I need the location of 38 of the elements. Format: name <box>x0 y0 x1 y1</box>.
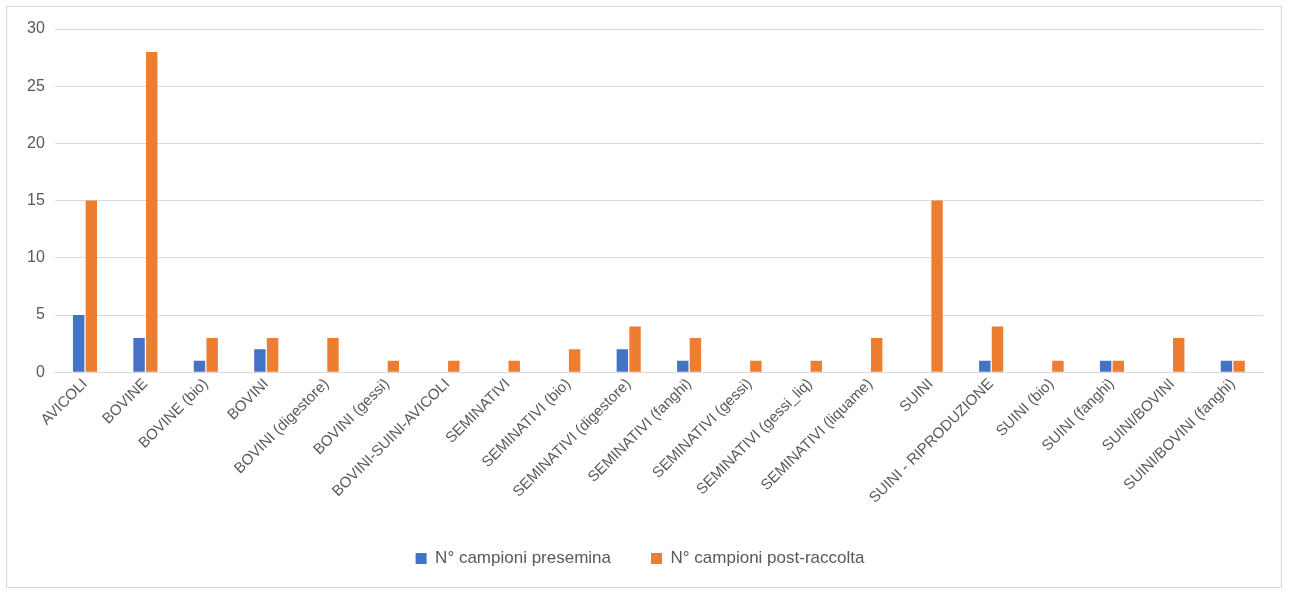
bar <box>133 337 145 372</box>
bar <box>677 360 689 372</box>
y-tick-label: 30 <box>27 19 45 37</box>
bar <box>1173 337 1185 372</box>
bar <box>750 360 762 372</box>
bar <box>931 200 943 372</box>
bar <box>979 360 991 372</box>
y-tick-label: 0 <box>35 362 45 380</box>
y-tick-label: 25 <box>27 76 45 94</box>
y-tick-label: 10 <box>27 248 45 266</box>
bar <box>1112 360 1125 372</box>
bar <box>85 200 98 372</box>
bar <box>1099 360 1112 372</box>
bar <box>448 360 460 372</box>
bar <box>193 360 206 372</box>
bar <box>1233 360 1245 372</box>
bar <box>254 349 266 372</box>
bar <box>991 326 1004 372</box>
y-tick-label: 20 <box>27 133 45 151</box>
y-tick-label: 15 <box>27 191 45 209</box>
bar <box>508 360 520 372</box>
bar <box>387 360 400 372</box>
bar <box>629 326 641 372</box>
bar <box>1052 360 1064 372</box>
bar <box>206 337 218 372</box>
bar <box>327 337 339 372</box>
bar <box>266 337 279 372</box>
bar <box>568 349 581 372</box>
bar <box>810 360 822 372</box>
bar <box>870 337 883 372</box>
bar <box>616 349 629 372</box>
bar <box>689 337 702 372</box>
legend-label: N° campioni presemina <box>435 548 612 568</box>
bar <box>72 315 85 372</box>
legend-label: N° campioni post-raccolta <box>670 548 865 568</box>
bar <box>1220 360 1233 372</box>
y-tick-label: 5 <box>35 305 45 323</box>
bar <box>146 51 158 372</box>
